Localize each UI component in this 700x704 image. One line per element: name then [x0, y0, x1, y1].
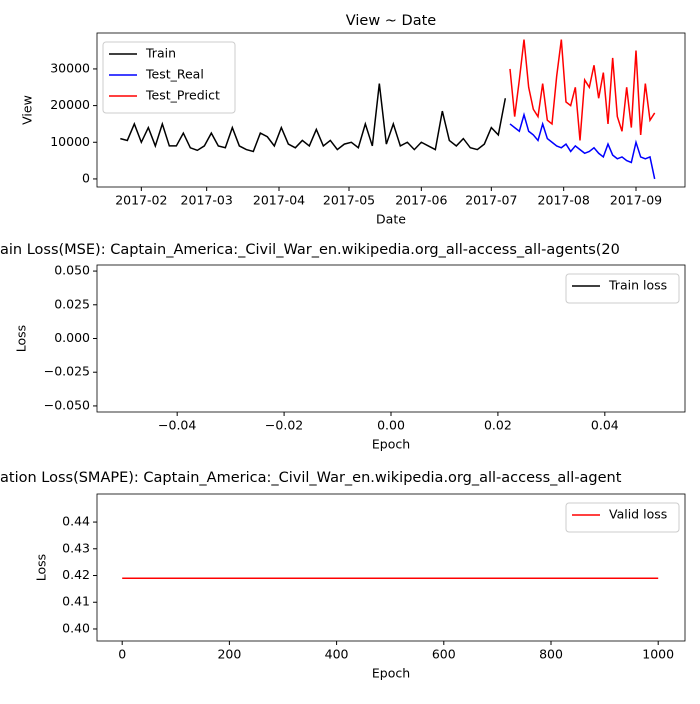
y-tick-label: −0.050	[44, 397, 90, 412]
y-tick-label: 0.050	[54, 263, 90, 278]
data-line	[509, 112, 656, 180]
x-tick-label: −0.04	[158, 418, 196, 433]
plot-frame	[96, 32, 686, 188]
x-tick-label: 0.04	[591, 418, 619, 433]
x-tick-label: 0.00	[377, 418, 405, 433]
legend: Valid loss	[565, 502, 680, 533]
x-tick-label: 2017-08	[538, 193, 590, 208]
y-tick-label: 0.44	[62, 514, 90, 529]
x-axis-label: Epoch	[372, 666, 410, 681]
chart-title: ation Loss(SMAPE): Captain_America:_Civi…	[0, 470, 622, 486]
legend-label: Train	[145, 46, 176, 61]
data-line	[509, 39, 656, 141]
data-line	[120, 83, 507, 153]
x-tick-label: 0	[118, 647, 126, 662]
legend-label: Train loss	[608, 278, 667, 293]
x-tick-label: 2017-05	[323, 193, 375, 208]
legend-box	[565, 273, 680, 304]
x-tick-label: 600	[432, 647, 456, 662]
plot-frame	[96, 493, 686, 642]
x-tick-label: 2017-04	[253, 193, 305, 208]
y-tick-label: 20000	[50, 97, 90, 112]
y-tick-label: 0.43	[62, 540, 90, 555]
legend: Train Test_Real Test_Predict	[102, 41, 236, 114]
x-tick-label: 200	[217, 647, 241, 662]
y-tick-label: 0.000	[54, 330, 90, 345]
legend: Train loss	[565, 273, 680, 304]
y-axis-label: Loss	[34, 554, 49, 581]
x-tick-label: 2017-09	[610, 193, 662, 208]
legend-label: Test_Predict	[145, 88, 220, 103]
chart-title: View ~ Date	[346, 13, 437, 29]
y-tick-label: 0.41	[62, 594, 90, 609]
x-tick-label: 1000	[642, 647, 674, 662]
y-tick-label: −0.025	[44, 364, 90, 379]
y-axis-label: View	[20, 95, 35, 125]
x-tick-label: 400	[325, 647, 349, 662]
legend-label: Test_Real	[145, 67, 204, 82]
y-tick-label: 0.40	[62, 620, 90, 635]
y-tick-label: 30000	[50, 60, 90, 75]
x-tick-label: 800	[539, 647, 563, 662]
x-tick-label: 2017-03	[181, 193, 233, 208]
y-tick-label: 10000	[50, 134, 90, 149]
x-tick-label: −0.02	[265, 418, 303, 433]
y-axis-label: Loss	[14, 325, 29, 352]
x-tick-label: 2017-07	[465, 193, 517, 208]
legend-label: Valid loss	[609, 507, 667, 522]
x-tick-label: 2017-06	[395, 193, 447, 208]
chart-title: ain Loss(MSE): Captain_America:_Civil_Wa…	[0, 242, 620, 258]
legend-box	[565, 502, 680, 533]
y-tick-label: 0.42	[62, 567, 90, 582]
x-tick-label: 2017-02	[115, 193, 167, 208]
x-axis-label: Epoch	[372, 437, 410, 452]
x-axis-label: Date	[376, 212, 406, 227]
y-tick-label: 0.025	[54, 296, 90, 311]
x-tick-label: 0.02	[484, 418, 512, 433]
y-tick-label: 0	[82, 170, 90, 185]
